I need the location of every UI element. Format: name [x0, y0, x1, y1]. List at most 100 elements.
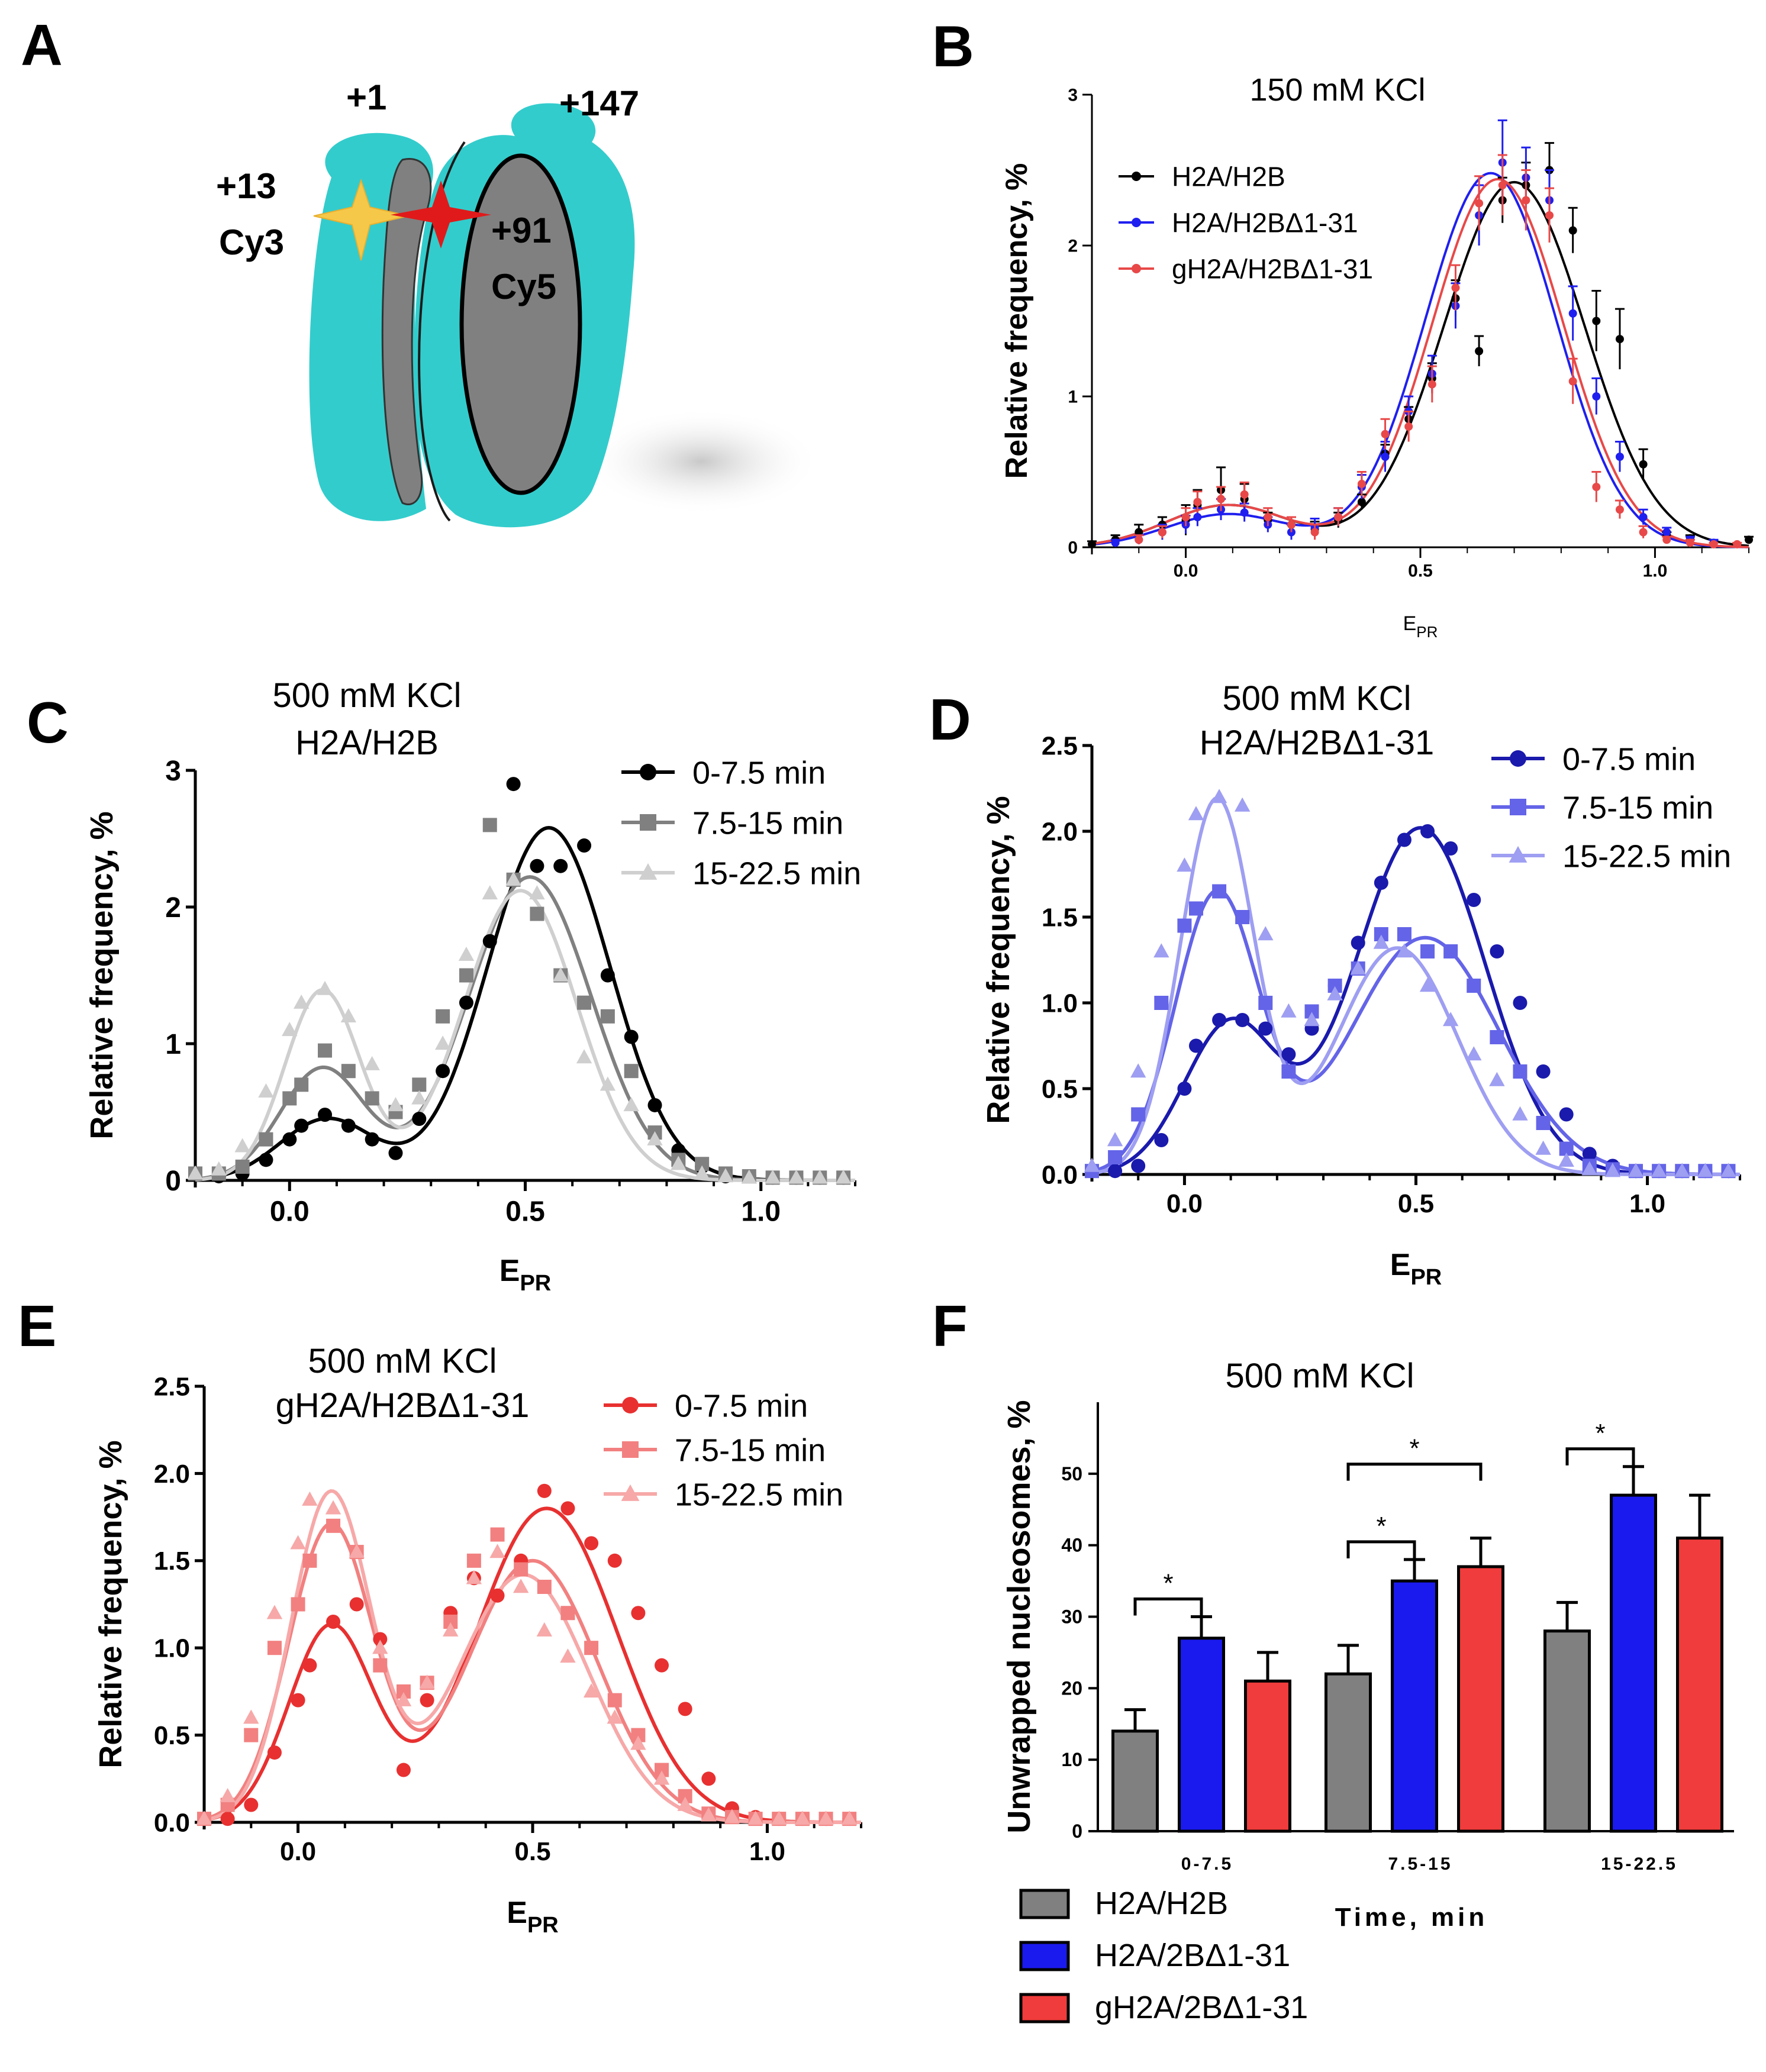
data-point — [282, 1091, 297, 1106]
data-point — [1467, 979, 1481, 993]
data-point — [1581, 1161, 1598, 1176]
chart-title: 500 mM KCl — [1222, 679, 1411, 718]
legend-label: gH2A/2BΔ1-31 — [1095, 1990, 1308, 2025]
data-point — [553, 859, 568, 873]
data-point — [1709, 540, 1718, 548]
legend-swatch — [1019, 1993, 1070, 2023]
data-point — [1158, 528, 1166, 537]
data-point — [1420, 824, 1435, 838]
data-point — [1522, 196, 1530, 205]
data-point — [671, 1156, 687, 1170]
y-axis-label: Unwrapped nucleosomes, % — [1001, 1400, 1037, 1833]
legend-marker — [622, 1397, 639, 1413]
data-point — [765, 1169, 781, 1184]
data-point — [459, 995, 473, 1010]
data-point — [576, 1049, 592, 1064]
data-point — [1217, 495, 1226, 504]
legend-label: H2A/H2B — [1172, 162, 1285, 192]
data-point — [1177, 918, 1192, 933]
data-point — [747, 1810, 763, 1825]
data-point — [396, 1763, 411, 1777]
legend-label: H2A/H2BΔ1-31 — [1172, 208, 1358, 238]
x-axis-label-main: E — [1403, 612, 1417, 635]
data-point — [412, 1112, 427, 1127]
data-point — [1281, 1047, 1296, 1061]
legend-label: H2A/2BΔ1-31 — [1095, 1938, 1290, 1973]
y-tick-label: 1 — [1068, 388, 1078, 407]
data-point — [1240, 508, 1249, 517]
panel-label-d: D — [929, 687, 971, 752]
x-tick-label: 0.0 — [1166, 1189, 1203, 1218]
x-tick-label: 7.5-15 — [1388, 1854, 1452, 1874]
data-point — [196, 1810, 212, 1825]
data-point — [701, 1771, 716, 1786]
data-point — [420, 1693, 434, 1708]
data-point — [1443, 944, 1458, 958]
x-axis-label-main: E — [499, 1254, 520, 1288]
significance-label: * — [1409, 1434, 1419, 1463]
data-point — [623, 1097, 639, 1112]
x-tick-label: 1.0 — [1643, 561, 1668, 581]
data-point — [1397, 927, 1411, 941]
data-point — [482, 934, 497, 948]
x-axis-label: EPR — [1390, 1248, 1442, 1290]
data-point — [349, 1597, 364, 1612]
data-point — [1177, 857, 1193, 872]
x-tick-label: 0.5 — [1408, 561, 1433, 581]
data-point — [458, 947, 475, 961]
data-point — [788, 1169, 804, 1184]
significance-label: * — [1376, 1512, 1386, 1541]
chart-subtitle: gH2A/H2BΔ1-31 — [276, 1386, 530, 1425]
data-point — [1181, 513, 1190, 521]
y-tick-label: 0 — [165, 1166, 181, 1197]
data-point — [1281, 1003, 1297, 1018]
data-point — [1258, 996, 1273, 1010]
y-tick-label: 0.5 — [154, 1721, 190, 1750]
data-point — [1451, 283, 1460, 292]
data-point — [1490, 944, 1504, 958]
data-point — [630, 1735, 646, 1750]
x-tick-label: 0.5 — [1398, 1189, 1434, 1218]
y-tick-label: 10 — [1061, 1749, 1082, 1770]
label-plus147: +147 — [559, 83, 639, 123]
chart-subtitle: H2A/H2B — [295, 724, 439, 762]
legend-marker — [1510, 799, 1526, 815]
data-point — [244, 1797, 259, 1812]
data-point — [1513, 996, 1527, 1010]
data-point — [530, 906, 544, 921]
data-point — [1154, 1133, 1169, 1147]
label-plus13: +13 — [216, 166, 276, 206]
data-point — [624, 1064, 639, 1079]
data-point — [1615, 335, 1624, 344]
data-point — [677, 1796, 693, 1811]
data-point — [624, 1029, 639, 1044]
data-point — [326, 1614, 341, 1629]
data-point — [607, 1553, 622, 1568]
data-point — [1592, 317, 1601, 325]
data-point — [1193, 498, 1202, 506]
data-point — [607, 1709, 623, 1724]
legend-marker — [621, 1484, 640, 1501]
data-point — [490, 1588, 505, 1603]
data-point — [1475, 347, 1484, 356]
schematic-shadow — [583, 408, 820, 515]
data-point — [1536, 1064, 1551, 1079]
data-point — [1512, 1106, 1528, 1121]
data-point — [267, 1641, 282, 1655]
chart-panel-b: 0 1 2 3 0.0 0.5 1.0 EPR Relative frequency, % 150… — [1000, 72, 1754, 641]
data-point — [340, 1008, 357, 1022]
y-tick-label: 1.5 — [1042, 903, 1078, 932]
data-point — [234, 1138, 250, 1153]
x-tick-label: 1.0 — [741, 1196, 781, 1227]
data-point — [1084, 1157, 1100, 1172]
data-point — [1264, 513, 1272, 521]
x-tick-label: 15-22.5 — [1601, 1854, 1678, 1874]
data-point — [1088, 540, 1096, 548]
significance-bracket — [1346, 1540, 1416, 1558]
data-point — [388, 1097, 404, 1112]
y-tick-label: 20 — [1061, 1677, 1082, 1699]
data-point — [1733, 540, 1742, 548]
data-point — [1374, 876, 1388, 890]
histone-core — [459, 153, 582, 495]
data-point — [291, 1597, 305, 1612]
